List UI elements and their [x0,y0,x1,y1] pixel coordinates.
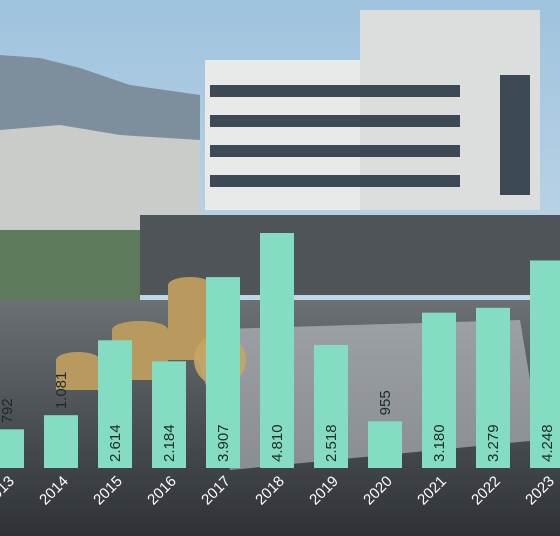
bar [152,361,186,468]
value-label: 3.907 [215,424,232,462]
value-label: 2.614 [107,424,124,462]
bar [44,415,78,468]
bar [314,344,348,468]
bar [530,260,560,468]
value-label: 3.279 [485,424,502,462]
value-label: 4.810 [269,424,286,462]
value-label: 3.180 [431,424,448,462]
value-label: 4.248 [539,424,556,462]
bar [260,233,294,468]
bar [206,277,240,468]
bar [98,340,132,468]
value-label: 2.518 [323,424,340,462]
plot-area: 79220131.08120142.61420152.18420163.9072… [0,233,560,508]
bar [0,429,24,468]
value-label: 1.081 [53,372,70,410]
value-label: 955 [377,390,394,415]
bar [368,421,402,468]
bar [422,312,456,468]
bar [476,307,510,468]
value-label: 2.184 [161,424,178,462]
value-label: 792 [0,398,16,423]
